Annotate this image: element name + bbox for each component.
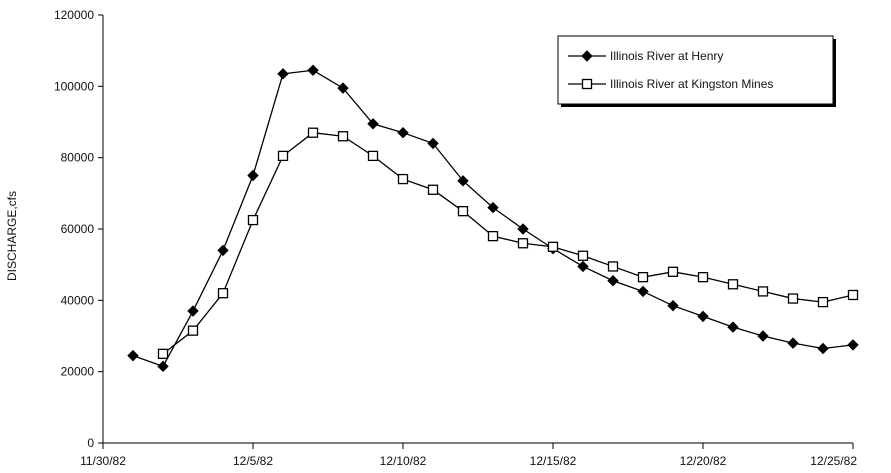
data-point <box>517 223 529 235</box>
data-point <box>577 260 589 273</box>
data-point <box>337 131 349 142</box>
y-tick-label: 0 <box>87 436 94 450</box>
legend-item: Illinois River at Kingston Mines <box>568 77 773 91</box>
data-point <box>427 184 439 195</box>
y-axis-title: DISCHARGE,cfs <box>5 191 19 281</box>
legend-box <box>557 35 834 105</box>
legend-item: Illinois River at Henry <box>568 49 723 63</box>
data-point <box>817 296 829 308</box>
y-tick-label: 40000 <box>61 293 95 307</box>
data-point <box>667 266 679 277</box>
data-point <box>847 289 859 301</box>
x-tick-label: 12/25/82 <box>810 454 857 468</box>
legend-marker <box>581 78 593 90</box>
data-point <box>727 321 739 333</box>
series-2 <box>157 127 859 359</box>
series-line <box>162 132 854 355</box>
data-point <box>457 206 469 217</box>
data-point <box>757 286 769 297</box>
data-point <box>247 169 259 182</box>
x-tick-label: 11/30/82 <box>80 454 126 468</box>
data-point <box>637 271 649 283</box>
data-point <box>697 310 709 323</box>
data-point <box>517 238 529 249</box>
data-point <box>487 201 499 214</box>
data-point <box>307 127 319 138</box>
x-tick-label: 12/10/82 <box>380 454 427 468</box>
data-point <box>847 339 859 351</box>
data-point <box>217 244 229 257</box>
legend-label: Illinois River at Henry <box>610 49 723 63</box>
data-point <box>367 150 379 162</box>
data-point <box>187 305 199 317</box>
data-point <box>217 288 229 299</box>
data-point <box>577 250 589 261</box>
y-tick-label: 60000 <box>61 222 95 236</box>
data-point <box>667 299 679 312</box>
data-point <box>187 325 199 336</box>
y-tick-label: 20000 <box>61 365 95 379</box>
legend-marker <box>581 50 593 62</box>
data-point <box>547 241 559 252</box>
x-tick-label: 12/20/82 <box>680 454 727 468</box>
data-point <box>427 137 439 150</box>
y-axis: 0 20000 40000 60000 80000 100000 120000 <box>54 8 103 450</box>
y-tick-label: 80000 <box>61 151 95 165</box>
data-point <box>247 214 259 226</box>
y-tick-label: 100000 <box>54 79 94 93</box>
data-point <box>487 230 499 242</box>
legend-label: Illinois River at Kingston Mines <box>610 77 773 91</box>
data-point <box>367 118 379 130</box>
data-point <box>397 173 409 185</box>
data-point <box>607 275 619 287</box>
data-point <box>757 330 769 342</box>
y-tick-label: 120000 <box>54 8 94 22</box>
data-point <box>697 271 709 283</box>
series-layer <box>127 64 859 373</box>
data-point <box>277 150 289 162</box>
x-axis: 11/30/82 12/5/82 12/10/82 12/15/82 12/20/82 1… <box>80 443 857 468</box>
data-point <box>607 261 619 272</box>
series-line <box>132 69 854 368</box>
data-point <box>127 349 139 362</box>
data-point <box>157 360 169 373</box>
data-point <box>787 293 799 304</box>
series-1 <box>127 64 859 373</box>
data-point <box>817 342 829 355</box>
data-point <box>727 279 739 290</box>
data-point <box>277 68 289 80</box>
data-point <box>397 126 409 139</box>
data-point <box>457 175 469 187</box>
x-tick-label: 12/15/82 <box>530 454 577 468</box>
data-point <box>637 285 649 298</box>
data-point <box>787 337 799 349</box>
x-tick-label: 12/5/82 <box>233 454 273 468</box>
data-point <box>307 64 319 76</box>
data-point <box>157 348 169 359</box>
data-point <box>337 82 349 94</box>
legend: Illinois River at Henry Illinois River at… <box>557 35 836 107</box>
